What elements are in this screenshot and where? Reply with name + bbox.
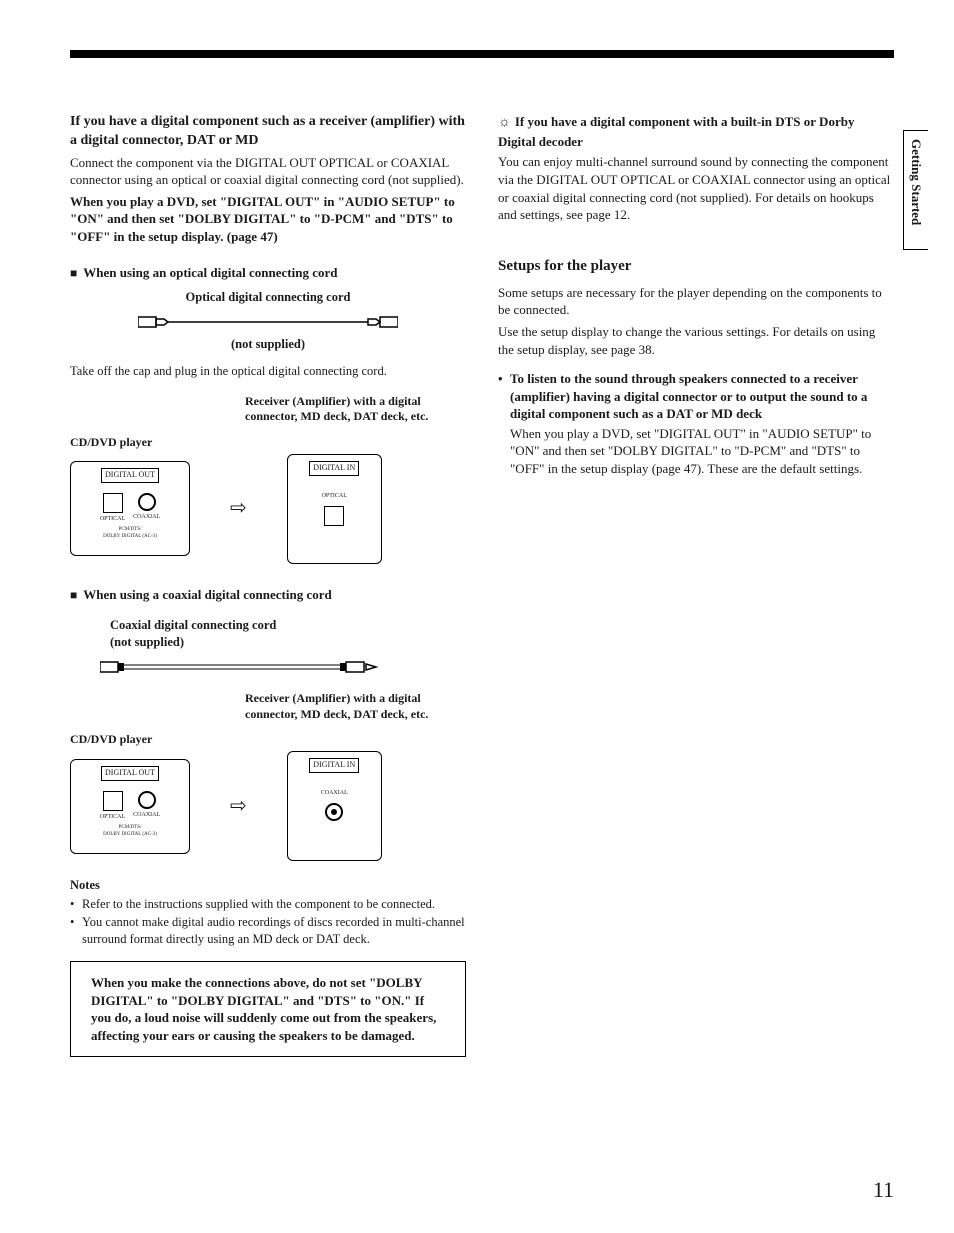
setups-p2: Use the setup display to change the vari… — [498, 323, 894, 358]
coax-optical-port-text: OPTICAL — [100, 813, 125, 821]
coax-device-labels: CD/DVD player Receiver (Amplifier) with … — [70, 691, 466, 747]
setups-heading: Setups for the player — [498, 256, 894, 276]
coax-dev-left-label: CD/DVD player — [70, 691, 215, 747]
optical-cord-label: Optical digital connecting cord — [70, 289, 466, 306]
bullet-body: When you play a DVD, set "DIGITAL OUT" i… — [498, 425, 894, 478]
in-optical-text: OPTICAL — [294, 492, 375, 500]
note-1: Refer to the instructions supplied with … — [70, 896, 466, 912]
side-tab: Getting Started — [903, 130, 928, 250]
tip-body: You can enjoy multi-channel surround sou… — [498, 153, 894, 223]
tip-heading: If you have a digital component with a b… — [498, 113, 894, 150]
coax-arrow-icon: ⇨ — [230, 793, 247, 820]
setups-p1: Some setups are necessary for the player… — [498, 284, 894, 319]
coax-optical-port-icon — [103, 791, 123, 811]
optical-subheading: When using an optical digital connecting… — [70, 264, 466, 282]
optical-port-icon — [103, 493, 123, 513]
coax-port-icon — [138, 493, 156, 511]
warning-box: When you make the connections above, do … — [70, 961, 466, 1057]
optical-dev-left-label: CD/DVD player — [70, 394, 215, 450]
coax-dev-right-label: Receiver (Amplifier) with a digital conn… — [245, 691, 466, 747]
left-column: If you have a digital component such as … — [70, 113, 466, 1057]
coax-subheading: When using a coaxial digital connecting … — [70, 586, 466, 604]
optical-out-box: DIGITAL OUT OPTICAL COAXIAL PCM/DTS/ DOL… — [70, 461, 190, 556]
coax-port-sub-text: PCM/DTS/ DOLBY DIGITAL (AC-3) — [77, 825, 183, 839]
note-2: You cannot make digital audio recordings… — [70, 914, 466, 947]
notes-heading: Notes — [70, 877, 466, 894]
coax-device-boxes: DIGITAL OUT OPTICAL COAXIAL PCM/DTS/ DOL… — [70, 751, 466, 861]
optical-not-supplied: (not supplied) — [70, 336, 466, 353]
digital-in-label: DIGITAL IN — [309, 461, 359, 476]
in-coax-text: COAXIAL — [294, 789, 375, 797]
in-coax-port-icon — [325, 803, 343, 821]
in-optical-port-icon — [324, 506, 344, 526]
optical-cord-diagram — [138, 312, 398, 332]
coax-digital-out-label: DIGITAL OUT — [101, 766, 159, 781]
left-p2: When you play a DVD, set "DIGITAL OUT" i… — [70, 193, 466, 246]
content-columns: If you have a digital component such as … — [70, 113, 894, 1057]
coax-coax-port-icon — [138, 791, 156, 809]
optical-port-text: OPTICAL — [100, 515, 125, 523]
coax-in-box: DIGITAL IN COAXIAL — [287, 751, 382, 861]
bullet-heading: To listen to the sound through speakers … — [498, 370, 894, 423]
coax-digital-in-label: DIGITAL IN — [309, 758, 359, 773]
left-p1: Connect the component via the DIGITAL OU… — [70, 154, 466, 189]
coax-cord-diagram — [100, 657, 380, 677]
coax-coax-port-text: COAXIAL — [133, 811, 160, 819]
coax-cord-label: Coaxial digital connecting cord (not sup… — [110, 617, 466, 651]
digital-out-label: DIGITAL OUT — [101, 468, 159, 483]
optical-in-box: DIGITAL IN OPTICAL — [287, 454, 382, 564]
coax-port-text: COAXIAL — [133, 513, 160, 521]
page-number: 11 — [873, 1177, 894, 1203]
optical-device-labels: CD/DVD player Receiver (Amplifier) with … — [70, 394, 466, 450]
port-sub-text: PCM/DTS/ DOLBY DIGITAL (AC-3) — [77, 527, 183, 541]
optical-device-boxes: DIGITAL OUT OPTICAL COAXIAL PCM/DTS/ DOL… — [70, 454, 466, 564]
optical-dev-right-label: Receiver (Amplifier) with a digital conn… — [245, 394, 466, 450]
top-rule — [70, 50, 894, 58]
right-column: If you have a digital component with a b… — [498, 113, 894, 1057]
left-heading: If you have a digital component such as … — [70, 113, 466, 151]
coax-out-box: DIGITAL OUT OPTICAL COAXIAL PCM/DTS/ DOL… — [70, 759, 190, 854]
arrow-icon: ⇨ — [230, 495, 247, 522]
takeoff-text: Take off the cap and plug in the optical… — [70, 363, 466, 380]
